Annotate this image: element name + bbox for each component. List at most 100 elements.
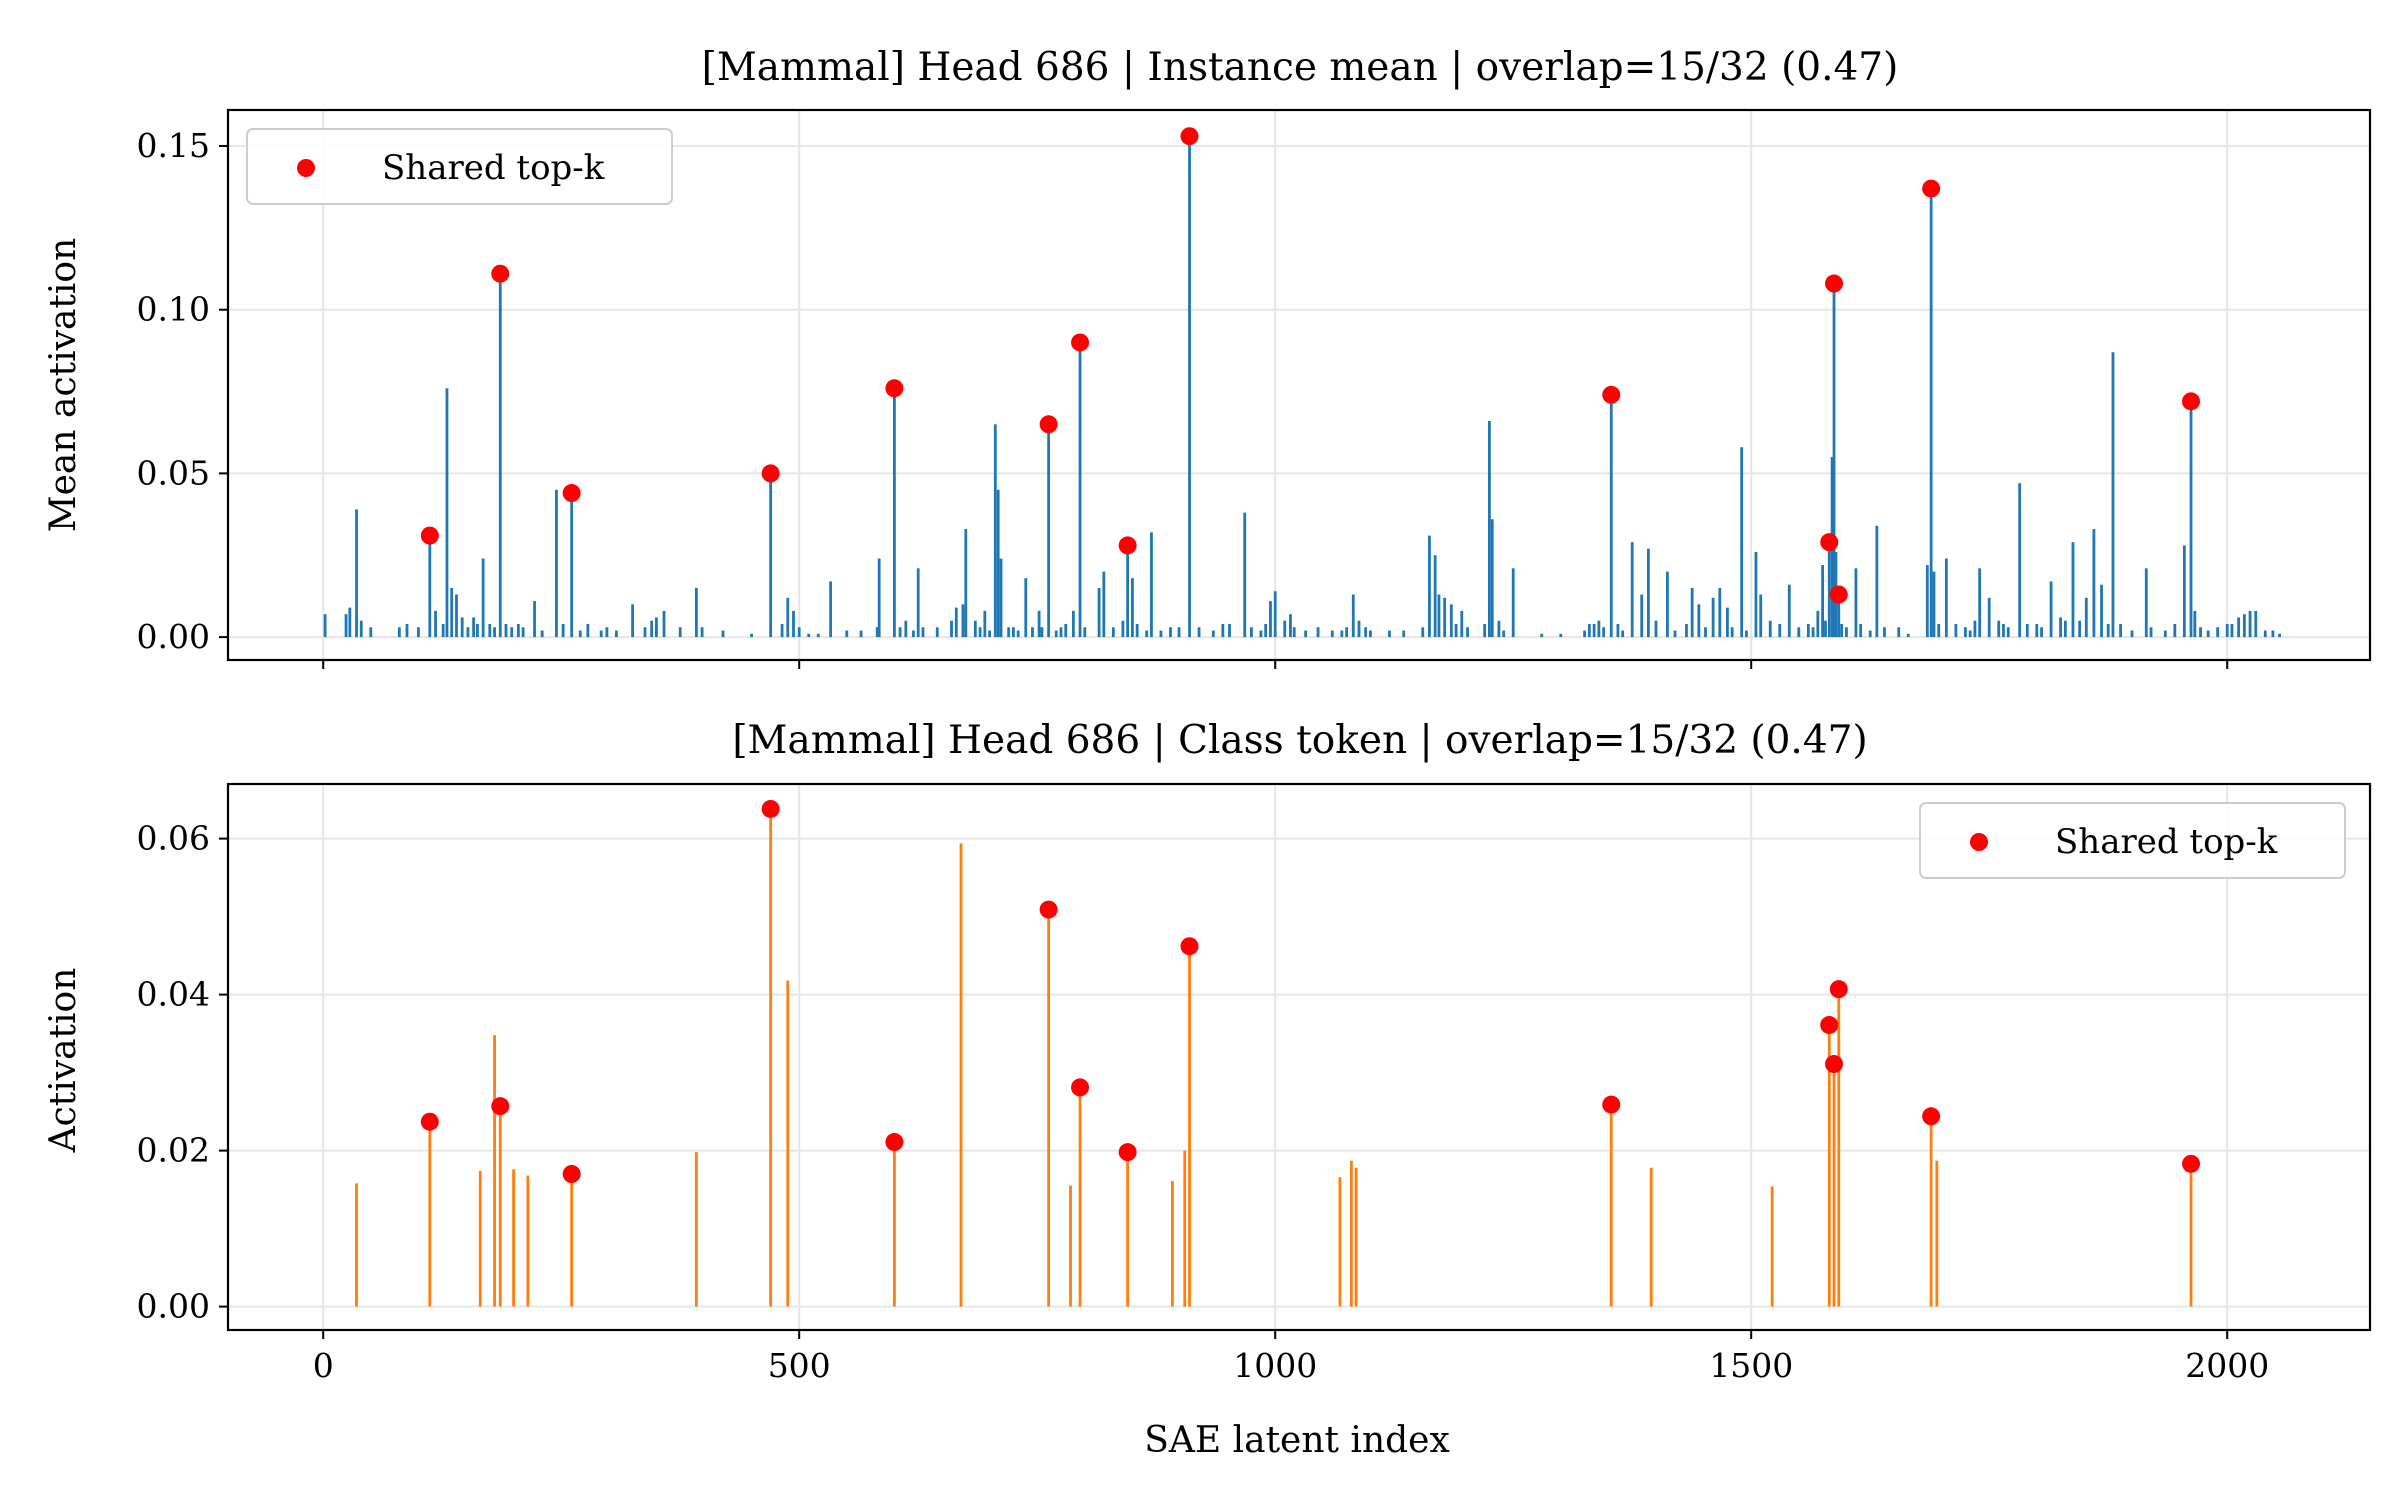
activation-bar bbox=[466, 627, 470, 638]
activation-bar bbox=[1016, 630, 1020, 638]
activation-bar bbox=[1954, 623, 1958, 638]
activation-bar bbox=[1685, 623, 1688, 638]
activation-bar bbox=[1832, 1064, 1836, 1307]
activation-bar bbox=[1602, 627, 1606, 638]
activation-bar bbox=[2040, 627, 2043, 638]
y-tick-label: 0.04 bbox=[137, 975, 210, 1014]
activation-bar bbox=[2248, 610, 2252, 638]
activation-bar bbox=[1064, 623, 1068, 638]
activation-bar bbox=[1211, 630, 1215, 638]
x-tick-label: 2000 bbox=[2185, 1346, 2269, 1385]
shared-top-k-point bbox=[1039, 900, 1058, 919]
activation-bar bbox=[2271, 630, 2275, 638]
activation-bar bbox=[996, 489, 1000, 638]
activation-bar bbox=[1973, 620, 1977, 638]
instance-mean-grid bbox=[228, 110, 2370, 660]
activation-bar bbox=[2084, 597, 2088, 638]
activation-bar bbox=[434, 610, 437, 638]
activation-bar bbox=[1289, 614, 1292, 638]
activation-bar bbox=[516, 623, 520, 638]
activation-bar bbox=[1402, 630, 1406, 638]
activation-bar bbox=[460, 617, 464, 638]
activation-bar bbox=[780, 623, 784, 638]
activation-bar bbox=[1964, 627, 1967, 638]
instance-mean-plot-frame bbox=[226, 108, 2372, 662]
activation-bar bbox=[1437, 594, 1441, 638]
shared-top-k-point bbox=[491, 264, 510, 283]
activation-bar bbox=[1690, 587, 1694, 638]
shared-top-k-point bbox=[1820, 533, 1839, 552]
shared-top-k-point bbox=[420, 1112, 439, 1131]
activation-bar bbox=[1304, 630, 1308, 638]
activation-bar bbox=[1621, 630, 1625, 638]
activation-bar bbox=[1837, 989, 1841, 1307]
activation-bar bbox=[1840, 623, 1844, 638]
activation-bar bbox=[2189, 1163, 2193, 1307]
activation-bar bbox=[1745, 630, 1748, 638]
shared-top-k-point bbox=[420, 526, 439, 545]
activation-bar bbox=[1197, 627, 1201, 638]
activation-bar bbox=[1259, 630, 1263, 638]
instance-mean-ticks: 0.00 0.05 0.10 0.15 bbox=[137, 126, 2229, 669]
activation-bar bbox=[1868, 630, 1872, 638]
activation-bar bbox=[655, 617, 658, 638]
activation-bar bbox=[504, 623, 508, 638]
activation-bar bbox=[2216, 627, 2220, 638]
shared-top-k-point bbox=[1829, 585, 1848, 604]
activation-bar bbox=[1726, 607, 1729, 638]
activation-bar bbox=[605, 627, 609, 638]
activation-bar bbox=[1292, 627, 1296, 638]
activation-bar bbox=[397, 627, 401, 638]
activation-bar bbox=[1711, 597, 1715, 638]
activation-bar bbox=[1824, 620, 1827, 638]
activation-bar bbox=[964, 529, 968, 638]
activation-bar bbox=[1816, 610, 1820, 638]
activation-bar bbox=[1330, 630, 1334, 638]
activation-bar bbox=[2263, 630, 2267, 638]
activation-bar bbox=[1338, 1177, 1342, 1307]
activation-bar bbox=[2063, 620, 2067, 638]
activation-bar bbox=[1718, 587, 1722, 638]
activation-bar bbox=[893, 1142, 896, 1307]
activation-bar bbox=[1859, 623, 1863, 638]
activation-bar bbox=[1102, 571, 1106, 638]
activation-bar bbox=[1806, 623, 1810, 638]
instance-mean-bars bbox=[323, 136, 2281, 638]
activation-bar bbox=[1145, 630, 1149, 638]
activation-bar bbox=[1007, 627, 1011, 638]
activation-bar bbox=[1078, 342, 1082, 638]
activation-bar bbox=[1126, 545, 1130, 638]
activation-bar bbox=[1730, 627, 1734, 638]
activation-bar bbox=[643, 627, 647, 638]
activation-bar bbox=[1047, 909, 1051, 1307]
activation-bar bbox=[1787, 584, 1791, 638]
class-token-legend: Shared top-k bbox=[1919, 802, 2346, 879]
shared-top-k-point bbox=[2182, 392, 2201, 411]
shared-top-k-point bbox=[885, 1133, 904, 1152]
activation-bar bbox=[2237, 617, 2241, 638]
x-tick-label: 1000 bbox=[1233, 1346, 1317, 1385]
activation-bar bbox=[476, 623, 479, 638]
activation-bar bbox=[750, 633, 753, 638]
activation-bar bbox=[1283, 620, 1287, 638]
activation-bar bbox=[1183, 1150, 1187, 1307]
shared-top-k-point bbox=[1922, 179, 1941, 198]
activation-bar bbox=[369, 627, 373, 638]
activation-bar bbox=[526, 1175, 530, 1307]
activation-bar bbox=[954, 607, 958, 638]
activation-bar bbox=[1630, 542, 1634, 638]
instance-mean-legend-marker bbox=[297, 159, 315, 177]
activation-bar bbox=[1364, 627, 1368, 638]
activation-bar bbox=[1609, 394, 1613, 638]
activation-bar bbox=[1345, 627, 1348, 638]
class-token-plot-frame bbox=[226, 782, 2372, 1332]
activation-bar bbox=[2278, 633, 2281, 638]
activation-bar bbox=[355, 509, 358, 638]
activation-bar bbox=[1454, 623, 1458, 638]
activation-bar bbox=[510, 627, 514, 638]
activation-bar bbox=[1428, 535, 1431, 638]
activation-bar bbox=[1269, 601, 1272, 638]
activation-bar bbox=[478, 1170, 482, 1307]
shared-top-k-point bbox=[1602, 385, 1621, 404]
activation-bar bbox=[1827, 542, 1831, 638]
